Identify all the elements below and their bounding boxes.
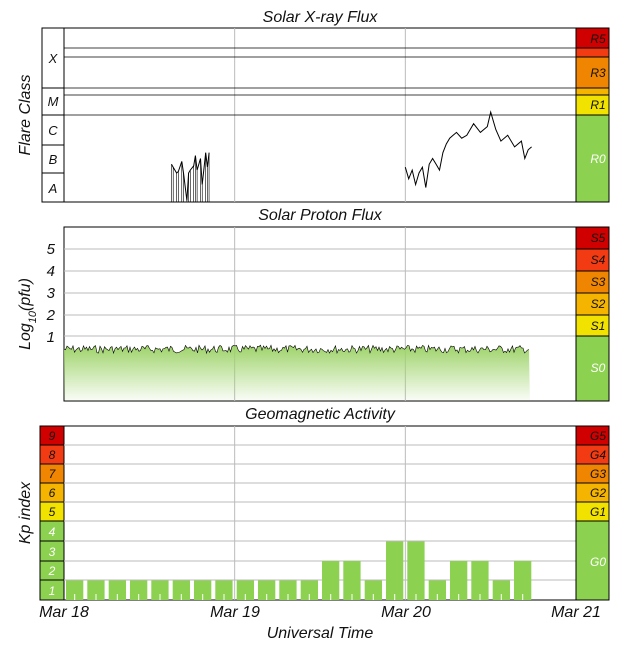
proton-panel: Solar Proton Flux Log10(pfu) 5 4 3 2 1 S… (17, 207, 610, 402)
kp-bar (258, 580, 276, 600)
kp-ylabel: Kp index (17, 481, 34, 544)
kp-bar (215, 580, 233, 600)
kp-bar (66, 580, 84, 600)
proton-scale-s5-label: S5 (591, 231, 606, 245)
proton-ytick-2: 2 (46, 307, 56, 324)
xray-scale-r1-label: R1 (590, 98, 605, 112)
kp-bar (130, 580, 148, 600)
proton-scale-s2-label: S2 (591, 297, 606, 311)
kp-level-5: 5 (49, 505, 56, 519)
kp-bar (471, 561, 489, 600)
xray-scale-r3-label: R3 (590, 66, 606, 80)
kp-bar (279, 580, 297, 600)
proton-ylabel: Log10(pfu) (17, 278, 39, 350)
kp-bar (236, 580, 254, 600)
proton-scale-s0 (575, 335, 610, 402)
kp-bar (364, 580, 382, 600)
xray-series (171, 110, 532, 202)
kp-bar (386, 541, 404, 600)
kp-grid (64, 426, 576, 600)
kp-level-6: 6 (49, 486, 56, 500)
xray-scale-r0 (575, 114, 610, 203)
xray-scale-r4 (575, 47, 610, 58)
kp-scale-g0-label: G0 (590, 555, 606, 569)
kp-bar (172, 580, 190, 600)
kp-level-8: 8 (49, 448, 56, 462)
kp-level-3: 3 (49, 545, 56, 559)
xray-flux-line (404, 110, 532, 188)
x-axis: Mar 18 Mar 19 Mar 20 Mar 21 Universal Ti… (39, 604, 601, 642)
xray-class-b: B (49, 152, 58, 167)
kp-bar (300, 580, 318, 600)
proton-title: Solar Proton Flux (258, 207, 383, 224)
kp-bar (108, 580, 126, 600)
x-tick-mar-18: Mar 18 (39, 604, 89, 621)
proton-scale-s3-label: S3 (591, 275, 606, 289)
kp-level-4: 4 (49, 525, 56, 539)
kp-level-1: 1 (49, 584, 56, 598)
kp-bar (343, 561, 361, 600)
proton-series (63, 344, 530, 401)
kp-bar (194, 580, 212, 600)
kp-scale-g0 (575, 520, 610, 601)
kp-scale-g1-label: G1 (590, 505, 606, 519)
kp-scale-bar: G5 G4 G3 G2 G1 G0 (575, 425, 610, 601)
kp-plot-area (63, 425, 577, 601)
kp-level-9: 9 (49, 429, 56, 443)
kp-scale-g4-label: G4 (590, 448, 606, 462)
xray-class-c: C (48, 123, 58, 138)
proton-ytick-1: 1 (47, 329, 55, 346)
xray-class-x: X (48, 51, 59, 66)
xray-panel: Solar X-ray Flux Flare Class X M C B A R… (17, 9, 610, 203)
kp-scale-g3-label: G3 (590, 467, 606, 481)
kp-bar (87, 580, 105, 600)
proton-scale-s1-label: S1 (591, 319, 606, 333)
proton-scale-s0-label: S0 (591, 361, 606, 375)
x-tick-mar-19: Mar 19 (210, 604, 260, 621)
kp-scale-g5-label: G5 (590, 429, 606, 443)
kp-bar (322, 561, 340, 600)
x-tick-mar-21: Mar 21 (551, 604, 601, 621)
kp-bar (151, 580, 169, 600)
kp-bars (66, 541, 532, 600)
kp-bar (428, 580, 446, 600)
kp-scale-column: 9 8 7 6 5 4 3 2 1 (39, 425, 65, 601)
proton-ytick-3: 3 (47, 285, 56, 302)
kp-level-7: 7 (49, 467, 57, 481)
xray-class-m: M (48, 94, 59, 109)
kp-bar (492, 580, 510, 600)
proton-scale-bar: S5 S4 S3 S2 S1 S0 (575, 226, 610, 402)
xray-title: Solar X-ray Flux (263, 9, 379, 26)
xray-ylabel: Flare Class (17, 75, 34, 156)
xray-scale-r0-label: R0 (590, 152, 606, 166)
proton-flux-area (64, 345, 530, 401)
proton-flux-line (63, 344, 530, 355)
kp-panel: Geomagnetic Activity Kp index 9 8 7 6 5 … (17, 406, 610, 601)
xray-scale-r5-label: R5 (590, 32, 606, 46)
xray-grid (64, 28, 576, 202)
kp-bar (514, 561, 532, 600)
proton-grid (64, 227, 576, 401)
proton-ytick-5: 5 (47, 241, 56, 258)
x-tick-mar-20: Mar 20 (381, 604, 431, 621)
kp-title: Geomagnetic Activity (245, 406, 396, 423)
xray-scale-r2 (575, 87, 610, 96)
proton-ytick-4: 4 (47, 263, 55, 280)
kp-bar (450, 561, 468, 600)
x-axis-label: Universal Time (267, 625, 374, 642)
kp-scale-g2-label: G2 (590, 486, 606, 500)
xray-scale-bar: R5 R3 R1 R0 (575, 27, 610, 203)
kp-bar (407, 541, 425, 600)
kp-level-2: 2 (48, 564, 56, 578)
proton-scale-s4-label: S4 (591, 253, 606, 267)
xray-class-a: A (48, 181, 58, 196)
